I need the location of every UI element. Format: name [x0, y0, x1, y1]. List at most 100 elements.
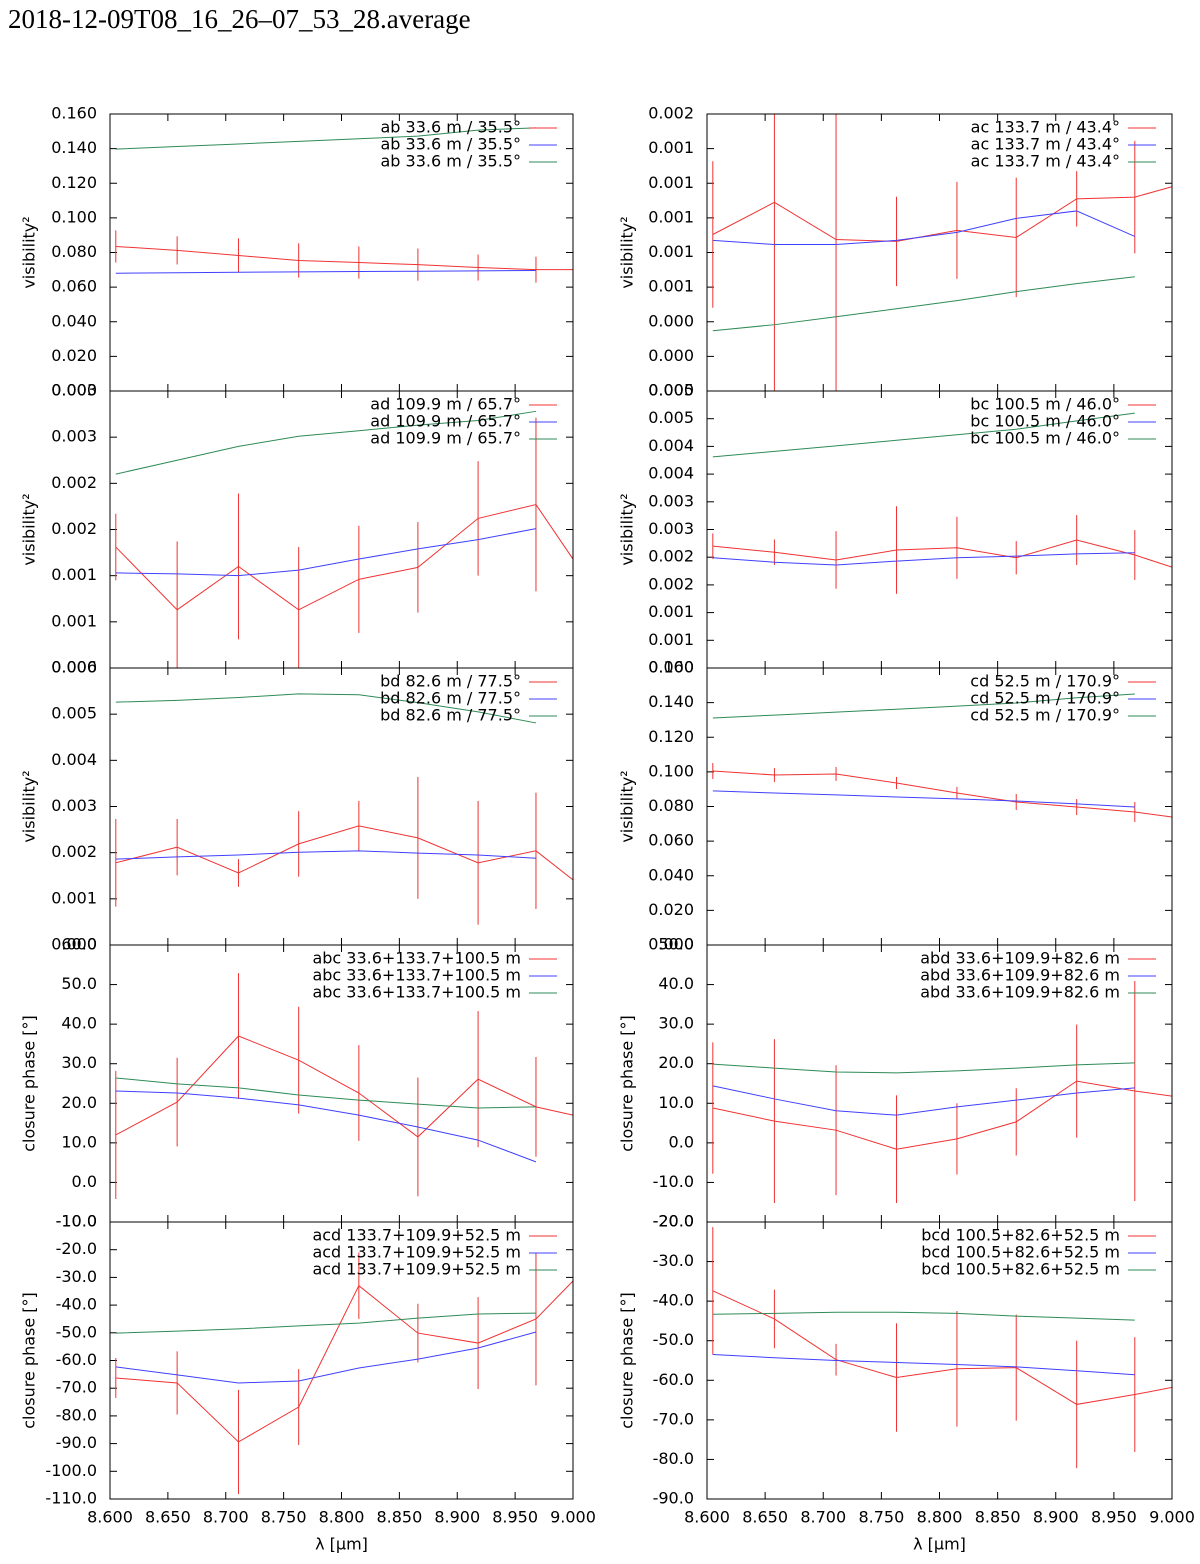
- y-tick-label: 0.002: [51, 519, 97, 538]
- legend-label: acd 133.7+109.9+52.5 m: [312, 1226, 521, 1245]
- y-tick-label: 60.0: [61, 935, 97, 954]
- legend-label: bcd 100.5+82.6+52.5 m: [921, 1226, 1120, 1245]
- y-tick-label: 0.100: [51, 207, 97, 226]
- y-tick-label: -100.0: [45, 1461, 97, 1480]
- legend-label: cd 52.5 m / 170.9°: [970, 689, 1120, 708]
- series-line: [115, 410, 537, 475]
- y-tick-label: -30.0: [56, 1267, 97, 1286]
- plot-frame: [109, 1221, 574, 1500]
- y-axis-label: visibility²: [618, 493, 637, 565]
- y-tick-label: 0.006: [51, 658, 97, 677]
- legend-label: abc 33.6+133.7+100.5 m: [312, 949, 521, 968]
- y-tick-label: 0.160: [648, 658, 694, 677]
- legend-label: ad 109.9 m / 65.7°: [370, 429, 521, 448]
- x-tick-label: 9.000: [1149, 1508, 1195, 1527]
- x-axis-label: λ [µm]: [315, 1535, 368, 1554]
- x-tick-label: 8.800: [917, 1508, 963, 1527]
- series-line: [712, 1354, 1135, 1376]
- x-tick-label: 8.700: [800, 1508, 846, 1527]
- y-tick-label: -70.0: [653, 1409, 694, 1428]
- panel: -110.0 -100.0 -90.0 -80.0 -70.0 -60.0 -50.0 -40…: [20, 1212, 596, 1554]
- y-tick-label: 0.001: [648, 242, 694, 261]
- y-axis-label: closure phase [°]: [20, 1015, 39, 1152]
- legend-label: bc 100.5 m / 46.0°: [970, 412, 1120, 431]
- plot-area: [115, 410, 573, 668]
- y-tick-label: 0.080: [648, 796, 694, 815]
- x-tick-label: 8.950: [1091, 1508, 1137, 1527]
- y-tick-label: 0.060: [648, 831, 694, 850]
- y-tick-label: -30.0: [653, 1251, 694, 1270]
- y-tick-label: 0.002: [648, 104, 694, 123]
- series-line: [712, 790, 1135, 808]
- y-tick-label: -60.0: [56, 1350, 97, 1369]
- plot-area: [115, 127, 573, 283]
- x-tick-label: 8.600: [684, 1508, 730, 1527]
- legend-label: abc 33.6+133.7+100.5 m: [312, 983, 521, 1002]
- y-tick-label: 0.000: [51, 658, 97, 677]
- y-tick-label: 10.0: [658, 1093, 694, 1112]
- y-tick-label: 0.080: [51, 242, 97, 261]
- y-tick-label: 0.001: [51, 888, 97, 907]
- y-tick-label: -10.0: [653, 1172, 694, 1191]
- legend-label: abd 33.6+109.9+82.6 m: [920, 966, 1120, 985]
- legend-label: abd 33.6+109.9+82.6 m: [920, 983, 1120, 1002]
- panel: 0.000 0.020 0.040 0.060 0.080 0.100 0.120 0.140…: [618, 658, 1173, 954]
- plot-area: [712, 1227, 1172, 1469]
- series-line: [712, 1080, 1172, 1150]
- x-tick-label: 8.950: [492, 1508, 538, 1527]
- plot-area: [712, 114, 1172, 391]
- plot-area: [712, 693, 1172, 823]
- y-tick-label: 0.002: [51, 473, 97, 492]
- x-tick-label: 8.650: [145, 1508, 191, 1527]
- x-tick-label: 8.600: [87, 1508, 133, 1527]
- series-line: [712, 210, 1136, 246]
- y-tick-label: 0.001: [648, 207, 694, 226]
- x-tick-label: 8.700: [203, 1508, 249, 1527]
- y-tick-label: 0.002: [648, 547, 694, 566]
- y-tick-label: 0.000: [648, 935, 694, 954]
- y-tick-label: 0.060: [51, 277, 97, 296]
- y-tick-label: 0.000: [51, 935, 97, 954]
- y-tick-label: 0.003: [51, 796, 97, 815]
- series-line: [115, 1312, 536, 1334]
- x-tick-label: 8.750: [261, 1508, 307, 1527]
- y-tick-label: -20.0: [653, 1212, 694, 1231]
- y-tick-label: 0.160: [51, 104, 97, 123]
- y-tick-label: 0.003: [51, 427, 97, 446]
- y-axis-label: closure phase [°]: [20, 1292, 39, 1429]
- y-tick-label: 0.040: [51, 311, 97, 330]
- y-tick-label: 0.100: [648, 761, 694, 780]
- legend-label: bd 82.6 m / 77.5°: [380, 689, 521, 708]
- legend-label: bd 82.6 m / 77.5°: [380, 706, 521, 725]
- legend-label: bcd 100.5+82.6+52.5 m: [921, 1260, 1120, 1279]
- y-tick-label: 0.001: [648, 138, 694, 157]
- y-tick-label: 0.0: [72, 1172, 97, 1191]
- series-line: [115, 693, 537, 724]
- y-axis-label: closure phase [°]: [618, 1292, 637, 1429]
- legend-label: cd 52.5 m / 170.9°: [970, 706, 1120, 725]
- y-tick-label: 0.003: [648, 519, 694, 538]
- y-tick-label: -20.0: [653, 1212, 694, 1231]
- y-tick-label: 0.002: [51, 842, 97, 861]
- y-tick-label: -20.0: [56, 1239, 97, 1258]
- legend-label: bcd 100.5+82.6+52.5 m: [921, 1243, 1120, 1262]
- y-tick-label: 0.001: [648, 602, 694, 621]
- legend-label: ad 109.9 m / 65.7°: [370, 412, 521, 431]
- y-tick-label: 0.0: [669, 1132, 694, 1151]
- legend-label: bd 82.6 m / 77.5°: [380, 672, 521, 691]
- y-tick-label: 40.0: [658, 974, 694, 993]
- y-tick-label: 0.002: [648, 574, 694, 593]
- legend-label: ac 133.7 m / 43.4°: [971, 118, 1120, 137]
- series-line: [115, 1090, 537, 1163]
- x-tick-label: 8.850: [975, 1508, 1021, 1527]
- y-tick-label: 0.020: [51, 346, 97, 365]
- x-tick-label: 9.000: [550, 1508, 596, 1527]
- y-tick-label: -10.0: [56, 1212, 97, 1231]
- panel: -10.0 0.0 10.0 20.0 30.0 40.0 50.0 60.0 closure …: [20, 935, 574, 1231]
- y-axis-label: visibility²: [20, 493, 39, 565]
- y-tick-label: 0.040: [648, 865, 694, 884]
- series-line: [115, 127, 536, 150]
- legend-label: acd 133.7+109.9+52.5 m: [312, 1243, 521, 1262]
- plot-area: [712, 981, 1172, 1204]
- panel: 0.000 0.001 0.001 0.002 0.002 0.003 0.003 visib…: [20, 381, 574, 677]
